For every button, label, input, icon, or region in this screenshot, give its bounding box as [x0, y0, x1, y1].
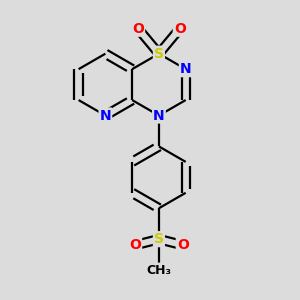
Text: CH₃: CH₃	[146, 264, 171, 277]
Text: O: O	[132, 22, 144, 36]
Text: N: N	[180, 62, 191, 76]
Text: O: O	[129, 238, 141, 252]
Text: O: O	[177, 238, 189, 252]
Text: N: N	[153, 109, 165, 122]
Text: S: S	[154, 47, 164, 61]
Text: S: S	[154, 232, 164, 246]
Text: N: N	[100, 109, 111, 122]
Text: O: O	[174, 22, 186, 36]
